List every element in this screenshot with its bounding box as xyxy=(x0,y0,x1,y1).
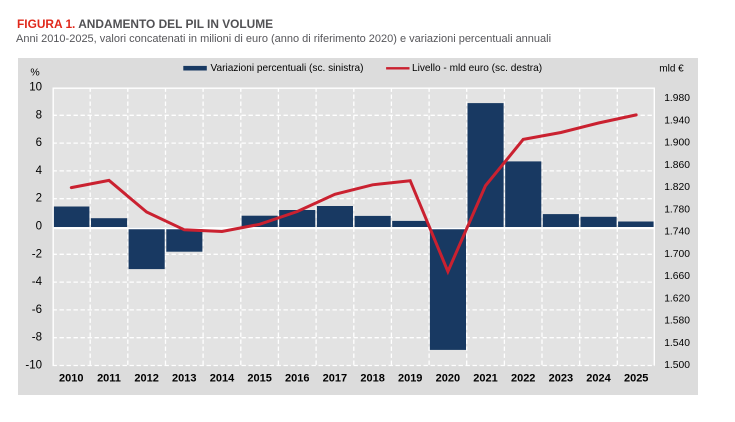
svg-text:-2: -2 xyxy=(32,248,42,260)
svg-text:2023: 2023 xyxy=(549,373,573,385)
svg-text:2: 2 xyxy=(36,193,42,205)
svg-text:Variazioni percentuali (sc. si: Variazioni percentuali (sc. sinistra) xyxy=(211,63,364,74)
svg-text:1.980: 1.980 xyxy=(664,93,690,104)
svg-text:2019: 2019 xyxy=(398,373,422,385)
svg-text:2017: 2017 xyxy=(323,373,347,385)
svg-text:2014: 2014 xyxy=(210,373,235,385)
svg-text:8: 8 xyxy=(36,109,42,121)
svg-text:1.940: 1.940 xyxy=(664,115,690,126)
svg-text:2016: 2016 xyxy=(285,373,309,385)
svg-text:1.500: 1.500 xyxy=(664,360,690,371)
svg-text:-8: -8 xyxy=(32,332,42,344)
svg-text:1.580: 1.580 xyxy=(664,316,690,327)
svg-text:2011: 2011 xyxy=(97,373,121,385)
svg-text:1.540: 1.540 xyxy=(664,338,690,349)
svg-text:1.740: 1.740 xyxy=(664,227,690,238)
svg-text:Livello - mld euro (sc. destra: Livello - mld euro (sc. destra) xyxy=(412,63,542,74)
svg-text:2021: 2021 xyxy=(473,373,497,385)
svg-text:1.620: 1.620 xyxy=(664,293,690,304)
svg-text:1.820: 1.820 xyxy=(664,182,690,193)
svg-text:%: % xyxy=(30,67,39,79)
svg-text:10: 10 xyxy=(29,82,42,94)
svg-text:2010: 2010 xyxy=(59,373,83,385)
svg-text:1.860: 1.860 xyxy=(664,160,690,171)
svg-text:1.660: 1.660 xyxy=(664,271,690,282)
svg-text:1.900: 1.900 xyxy=(664,138,690,149)
svg-text:-10: -10 xyxy=(25,360,42,372)
svg-text:1.700: 1.700 xyxy=(664,249,690,260)
svg-text:1.780: 1.780 xyxy=(664,204,690,215)
svg-text:2024: 2024 xyxy=(586,373,611,385)
svg-text:0: 0 xyxy=(36,221,42,233)
svg-text:2018: 2018 xyxy=(360,373,384,385)
svg-text:2022: 2022 xyxy=(511,373,535,385)
svg-text:2013: 2013 xyxy=(172,373,196,385)
svg-text:2012: 2012 xyxy=(134,373,158,385)
svg-text:mld €: mld € xyxy=(659,64,684,75)
svg-text:4: 4 xyxy=(36,165,43,177)
svg-text:-4: -4 xyxy=(32,276,43,288)
svg-text:-6: -6 xyxy=(32,304,42,316)
svg-text:2015: 2015 xyxy=(247,373,271,385)
svg-text:6: 6 xyxy=(36,137,42,149)
svg-text:2025: 2025 xyxy=(624,373,648,385)
svg-text:2020: 2020 xyxy=(436,373,460,385)
